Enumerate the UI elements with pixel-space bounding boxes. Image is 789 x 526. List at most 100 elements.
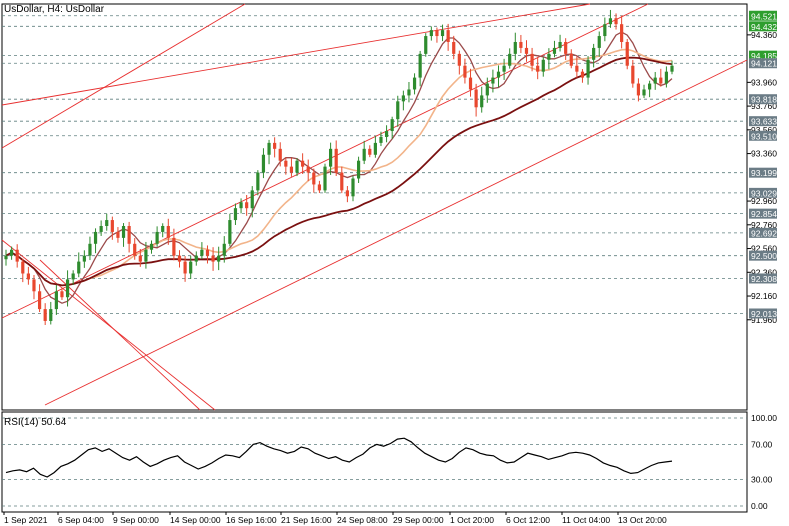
candle-body <box>37 291 42 310</box>
time-tick-label: 21 Sep 16:00 <box>281 515 332 525</box>
candle-body <box>440 30 445 37</box>
candle-body <box>502 65 506 72</box>
candle-body <box>530 53 534 66</box>
level-label-box <box>749 227 777 238</box>
rsi-level-label: 0.00 <box>751 501 768 511</box>
time-tick-label: 29 Sep 00:00 <box>393 515 444 525</box>
chart-frame <box>1 3 748 513</box>
candle-body <box>228 220 232 244</box>
candle-body <box>670 65 674 72</box>
level-label: 92.692 <box>751 228 777 238</box>
price-panel-border <box>1 3 748 411</box>
candle-body <box>250 190 254 209</box>
rsi-line <box>5 437 673 478</box>
candle-body <box>93 231 98 244</box>
candle-body <box>468 77 473 90</box>
level-label: 93.199 <box>751 168 777 178</box>
candle-body <box>586 59 590 78</box>
candle-body <box>245 202 249 209</box>
candle-body <box>189 261 193 274</box>
candle-body <box>636 83 641 96</box>
candle-body <box>54 291 58 310</box>
candle-body <box>351 178 355 197</box>
candle-body <box>323 166 327 191</box>
candle-body <box>608 18 613 25</box>
price-tick-label: 94.360 <box>751 30 777 40</box>
time-tick-label: 6 Sep 04:00 <box>58 515 104 525</box>
candle-body <box>295 160 299 173</box>
candle-body <box>390 119 394 132</box>
candle-body <box>161 225 165 232</box>
candle-body <box>105 220 109 226</box>
candle-body <box>435 30 439 37</box>
level-label-box <box>749 208 777 219</box>
candle-body <box>4 255 8 260</box>
level-label: 94.121 <box>751 59 777 69</box>
candles <box>4 9 674 326</box>
price-tick-label: 92.160 <box>751 291 777 301</box>
candle-body <box>496 71 501 78</box>
rsi-label: RSI(14) 50.64 <box>4 417 67 428</box>
ma-mid-line <box>5 48 673 287</box>
level-label: 92.308 <box>751 274 777 284</box>
candle-body <box>524 47 529 54</box>
price-tick-label: 92.960 <box>751 196 777 206</box>
candle-body <box>452 41 456 54</box>
candle-body <box>653 77 657 84</box>
level-label: 92.500 <box>751 251 777 261</box>
candle-body <box>362 148 366 161</box>
candle-body <box>664 71 669 84</box>
candle-body <box>306 166 310 173</box>
candle-body <box>110 220 114 232</box>
candle-body <box>278 148 282 161</box>
candle-body <box>491 77 495 84</box>
time-tick-label: 9 Sep 00:00 <box>113 515 159 525</box>
chart-title: UsDollar, H4: UsDollar <box>4 4 105 15</box>
candle-body <box>340 172 344 191</box>
candle-body <box>211 255 215 262</box>
candle-body <box>82 255 86 262</box>
price-tick-label: 92.560 <box>751 244 777 254</box>
level-label-box <box>749 50 777 61</box>
level-label-box <box>749 94 777 105</box>
level-label-box <box>749 58 777 69</box>
ma-slow-line <box>5 56 673 287</box>
price-tick-label: 92.360 <box>751 267 777 277</box>
candle-body <box>401 95 405 102</box>
candle-body <box>222 243 226 256</box>
candle-body <box>15 249 19 262</box>
candle-body <box>65 279 70 298</box>
candle-body <box>429 30 433 37</box>
candle-body <box>345 190 349 197</box>
candle-body <box>273 142 277 149</box>
candle-body <box>99 225 103 232</box>
candle-body <box>368 148 372 155</box>
candle-body <box>379 136 383 143</box>
candle-body <box>648 83 652 90</box>
level-label-box <box>749 21 777 32</box>
candle-body <box>172 237 176 256</box>
candle-body <box>519 41 523 48</box>
candle-body <box>592 47 596 60</box>
candle-body <box>412 77 417 90</box>
channel-line-descending-2 <box>39 259 201 411</box>
price-tick-label: 93.760 <box>751 101 777 111</box>
level-label: 93.633 <box>751 117 777 127</box>
candle-body <box>205 249 210 256</box>
candle-body <box>396 101 400 120</box>
candle-body <box>284 160 288 167</box>
level-label-box <box>749 250 777 261</box>
candle-body <box>133 243 137 256</box>
candle-body <box>256 172 260 191</box>
level-label: 93.510 <box>751 131 777 141</box>
candle-body <box>659 77 663 84</box>
price-tick-label: 93.960 <box>751 77 777 87</box>
level-label: 92.013 <box>751 309 777 319</box>
candle-body <box>558 41 562 48</box>
candle-body <box>373 142 377 155</box>
candle-body <box>127 225 131 244</box>
candle-body <box>552 47 557 54</box>
candle-body <box>155 231 159 244</box>
candle-body <box>9 249 14 256</box>
